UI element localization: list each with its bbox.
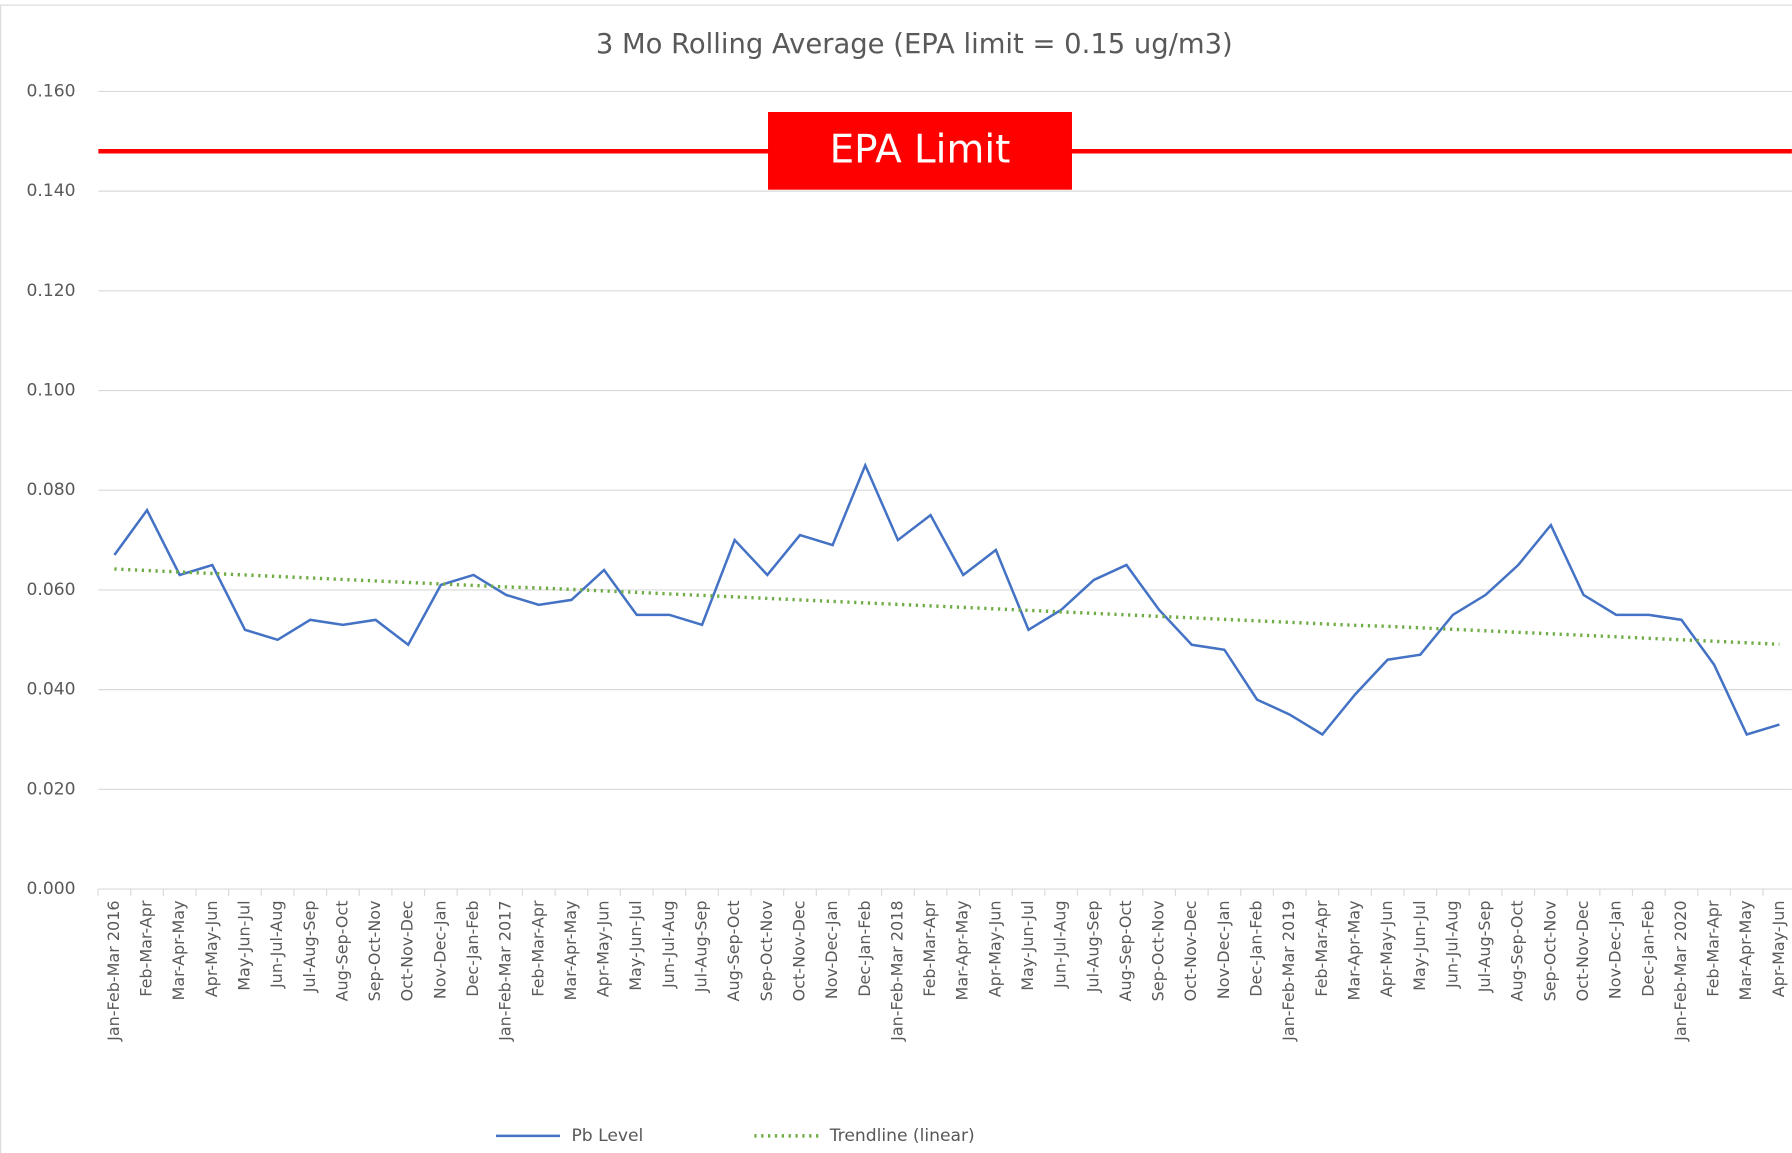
x-tick-label: Aug-Sep-Oct (1116, 900, 1135, 1001)
x-tick-label: Mar-Apr-May (953, 900, 972, 1000)
x-tick-label: Aug-Sep-Oct (332, 900, 351, 1001)
x-tick-label: Jan-Feb-Mar 2016 (104, 900, 123, 1041)
y-tick-label: 0.160 (26, 81, 75, 101)
x-tick-label: Nov-Dec-Jan (430, 900, 449, 999)
x-tick-label: Oct-Nov-Dec (789, 900, 808, 1001)
y-tick-label: 0.040 (26, 680, 75, 700)
x-tick-label: Sep-Oct-Nov (1540, 900, 1559, 1001)
x-tick-label: Oct-Nov-Dec (398, 900, 417, 1001)
x-tick-label: Aug-Sep-Oct (1508, 900, 1527, 1001)
y-tick-label: 0.140 (26, 181, 75, 201)
x-tick-label: Sep-Oct-Nov (757, 900, 776, 1001)
x-tick-label: Sep-Oct-Nov (1149, 900, 1168, 1001)
x-tick-label: Apr-May-Jun (202, 900, 221, 997)
x-tick-label: Apr-May-Jun (1377, 900, 1396, 997)
x-tick-label: Feb-Mar-Apr (1312, 900, 1331, 997)
reference-label-box (768, 111, 1072, 190)
x-tick-label: Apr-May-Jun (985, 900, 1004, 997)
x-tick-label: Nov-Dec-Jan (822, 900, 841, 999)
x-tick-label: Dec-Jan-Feb (1247, 900, 1266, 996)
y-tick-label: 0.000 (26, 879, 75, 899)
x-tick-label: Jan-Feb-Mar 2017 (496, 900, 515, 1041)
legend-label: Trendline (linear) (829, 1126, 975, 1146)
x-tick-label: Oct-Nov-Dec (1573, 900, 1592, 1001)
x-tick-label: May-Jun-Jul (626, 900, 645, 990)
x-tick-label: Jan-Feb-Mar 2018 (887, 900, 906, 1041)
x-tick-label: May-Jun-Jul (1410, 900, 1429, 990)
x-tick-label: Jun-Jul-Aug (1051, 900, 1070, 989)
x-tick-label: Mar-Apr-May (1736, 900, 1755, 1000)
x-tick-label: Aug-Sep-Oct (724, 900, 743, 1001)
y-tick-label: 0.020 (26, 779, 75, 799)
x-tick-label: Dec-Jan-Feb (855, 900, 874, 996)
x-tick-label: Jun-Jul-Aug (1442, 900, 1461, 989)
x-tick-label: Jun-Jul-Aug (267, 900, 286, 989)
x-tick-label: Apr-May-Jun (1769, 900, 1788, 997)
x-tick-label: Jan-Feb-Mar 2019 (1279, 900, 1298, 1041)
x-tick-label: Jan-Feb-Mar 2020 (1671, 900, 1690, 1041)
x-tick-label: Feb-Mar-Apr (1704, 900, 1723, 997)
chart-title: 3 Mo Rolling Average (EPA limit = 0.15 u… (596, 29, 1233, 60)
x-tick-label: Jul-Aug-Sep (300, 900, 319, 993)
x-tick-label: May-Jun-Jul (1018, 900, 1037, 990)
x-tick-label: Jun-Jul-Aug (659, 900, 678, 989)
x-tick-label: Sep-Oct-Nov (365, 900, 384, 1001)
y-tick-label: 0.120 (26, 281, 75, 301)
series-line (113, 462, 1780, 737)
legend-label: Pb Level (571, 1126, 643, 1146)
x-tick-label: Dec-Jan-Feb (463, 900, 482, 996)
y-tick-label: 0.080 (26, 480, 75, 500)
x-tick-label: Mar-Apr-May (169, 900, 188, 1000)
x-tick-label: Jul-Aug-Sep (1475, 900, 1494, 993)
x-tick-label: Jul-Aug-Sep (692, 900, 711, 993)
x-tick-label: Nov-Dec-Jan (1214, 900, 1233, 999)
x-tick-label: Mar-Apr-May (1344, 900, 1363, 1000)
x-tick-label: Feb-Mar-Apr (920, 900, 939, 997)
x-tick-label: Jul-Aug-Sep (1083, 900, 1102, 993)
x-tick-label: Nov-Dec-Jan (1606, 900, 1625, 999)
reference-label: EPA Limit (830, 127, 1011, 172)
x-tick-label: Mar-Apr-May (561, 900, 580, 1000)
y-tick-label: 0.100 (26, 381, 75, 401)
x-tick-label: Dec-Jan-Feb (1638, 900, 1657, 996)
x-tick-label: Feb-Mar-Apr (137, 900, 156, 997)
x-tick-label: Feb-Mar-Apr (528, 900, 547, 997)
x-tick-label: Apr-May-Jun (594, 900, 613, 997)
x-tick-label: May-Jun-Jul (234, 900, 253, 990)
x-tick-label: Oct-Nov-Dec (1181, 900, 1200, 1001)
y-tick-label: 0.060 (26, 580, 75, 600)
